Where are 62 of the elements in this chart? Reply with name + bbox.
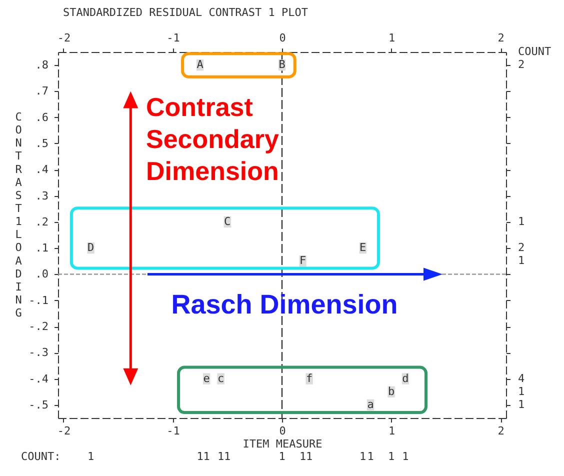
series-label: D	[87, 241, 94, 254]
series-label: b	[388, 384, 395, 398]
y-tick-label: .3	[35, 189, 48, 202]
text: 1	[87, 450, 94, 463]
text: 2	[518, 241, 525, 254]
y-tick-label: -.2	[28, 320, 48, 333]
text: 1	[278, 450, 286, 463]
x-tick-label: -2	[57, 424, 71, 438]
series-label: E	[360, 241, 366, 254]
text: 1	[402, 450, 409, 463]
y-tick-label: -.5	[28, 398, 48, 412]
text: 1	[217, 450, 224, 463]
series-label: c	[217, 372, 224, 385]
text: CONTRAST 1 LOADING	[15, 110, 22, 320]
text: 1	[367, 450, 374, 463]
text: 1	[224, 450, 231, 463]
y-tick-label: .2	[35, 215, 48, 228]
text: COUNT	[518, 45, 552, 58]
text: 1	[299, 450, 306, 463]
text: 2	[518, 58, 525, 72]
y-tick-label: .6	[35, 110, 48, 124]
series-label: a	[367, 398, 374, 411]
text: 4	[518, 372, 525, 385]
text: COUNT:	[21, 450, 61, 463]
y-tick-label: .0	[35, 268, 48, 281]
annotation: Rasch Dimension	[171, 290, 398, 320]
text: 1	[360, 450, 366, 463]
y-tick-label: -.3	[28, 346, 48, 360]
x-tick-label: 1	[388, 424, 396, 438]
series-label: C	[224, 214, 231, 228]
y-tick-label: .4	[35, 163, 49, 176]
series-label: B	[278, 58, 286, 72]
text: 1	[203, 450, 210, 463]
y-tick-label: .1	[35, 242, 48, 255]
y-tick-label: -.1	[28, 294, 48, 307]
y-tick-label: .5	[35, 137, 48, 150]
text: 1	[306, 450, 313, 463]
series-label: d	[402, 372, 409, 385]
chart-title: STANDARDIZED RESIDUAL CONTRAST 1 PLOT	[63, 6, 308, 19]
y-tick-label: -.4	[28, 372, 49, 386]
series-label: e	[203, 372, 210, 385]
text: 1	[388, 450, 395, 463]
text: 1	[518, 398, 525, 411]
series-label: F	[299, 254, 306, 268]
x2-tick-label: 1	[388, 32, 396, 44]
y-tick-label: .8	[35, 58, 48, 72]
x2-tick-label: 0	[279, 32, 286, 44]
x-tick-label: 0	[279, 424, 286, 438]
x-axis-title: ITEM MEASURE	[242, 438, 322, 450]
series-label: f	[306, 372, 313, 385]
x-tick-label: 2	[498, 424, 504, 438]
x2-tick-label: -2	[57, 32, 71, 44]
text: 1	[196, 450, 204, 463]
annotation: Contrast Secondary Dimension	[146, 92, 280, 186]
text: 1	[518, 384, 525, 398]
x2-tick-label: 2	[498, 32, 504, 44]
x-tick-label: -1	[166, 424, 180, 438]
series-label: A	[196, 58, 204, 72]
text: 1	[518, 254, 525, 268]
x2-tick-label: -1	[166, 32, 180, 44]
y-tick-label: .7	[35, 84, 48, 98]
text: 1	[518, 214, 525, 228]
